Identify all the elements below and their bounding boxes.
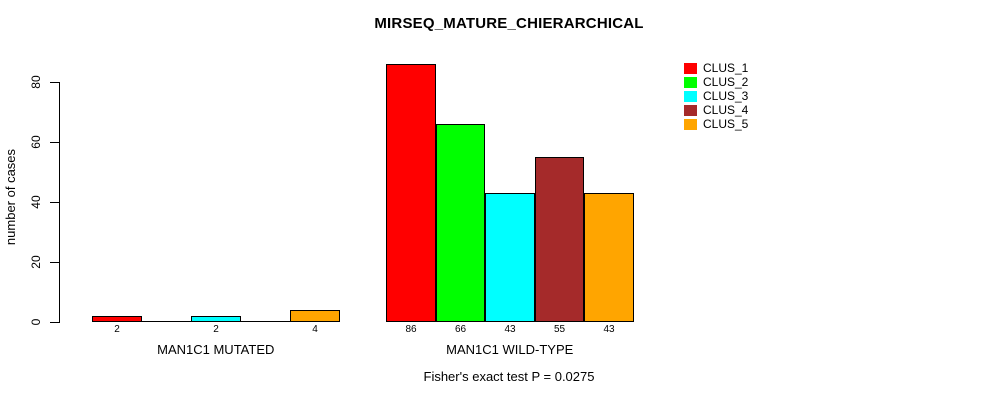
bar-value-label: 43 — [603, 324, 615, 335]
y-tick-label: 40 — [29, 195, 43, 209]
y-tick-label: 80 — [29, 75, 43, 89]
legend: CLUS_1 CLUS_2 CLUS_3 CLUS_4 CLUS_5 — [684, 61, 748, 131]
legend-label: CLUS_1 — [703, 61, 749, 75]
legend-swatch-clus_2 — [684, 76, 697, 88]
bar-value-label: 43 — [504, 324, 516, 335]
legend-row: CLUS_3 — [684, 89, 748, 103]
legend-label: CLUS_4 — [703, 103, 749, 117]
bar-value-label: 55 — [553, 324, 566, 335]
bar-value-label: 2 — [114, 324, 120, 335]
legend-row: CLUS_1 — [684, 61, 748, 75]
bar-clus_1 — [386, 64, 436, 322]
y-tick-mark — [50, 82, 59, 83]
bar-value-label: 4 — [312, 324, 318, 335]
legend-row: CLUS_4 — [684, 103, 748, 117]
y-axis-label: number of cases — [3, 148, 18, 246]
group-label: MAN1C1 MUTATED — [157, 342, 275, 357]
legend-label: CLUS_3 — [703, 89, 749, 103]
bar-clus_2 — [436, 124, 485, 322]
chart-title: MIRSEQ_MATURE_CHIERARCHICAL — [374, 15, 644, 32]
bar-clus_5 — [584, 193, 634, 322]
group-label: MAN1C1 WILD-TYPE — [446, 342, 574, 357]
y-tick-mark — [50, 262, 59, 263]
bar-clus_5 — [290, 310, 340, 322]
bar-value-label: 66 — [454, 324, 467, 335]
legend-swatch-clus_3 — [684, 90, 697, 102]
annotation-fisher-test: Fisher's exact test P = 0.0275 — [423, 369, 595, 384]
bar-clus_1 — [92, 316, 142, 322]
legend-row: CLUS_5 — [684, 117, 748, 131]
legend-label: CLUS_2 — [703, 75, 749, 89]
y-axis-line — [59, 82, 60, 323]
y-tick-label: 20 — [29, 255, 43, 269]
zero-bar-clus_2 — [142, 321, 191, 322]
zero-bar-clus_4 — [241, 321, 290, 322]
bar-value-label: 2 — [213, 324, 219, 335]
legend-label: CLUS_5 — [703, 117, 749, 131]
legend-swatch-clus_4 — [684, 104, 697, 116]
bar-clus_4 — [535, 157, 584, 322]
legend-swatch-clus_1 — [684, 62, 697, 74]
legend-swatch-clus_5 — [684, 118, 697, 130]
bar-clus_3 — [191, 316, 241, 322]
legend-row: CLUS_2 — [684, 75, 748, 89]
y-tick-mark — [50, 142, 59, 143]
y-tick-mark — [50, 202, 59, 203]
y-tick-mark — [50, 322, 59, 323]
y-tick-label: 0 — [29, 318, 43, 326]
bar-value-label: 86 — [405, 324, 417, 335]
y-tick-label: 60 — [29, 135, 43, 149]
bar-clus_3 — [485, 193, 535, 322]
